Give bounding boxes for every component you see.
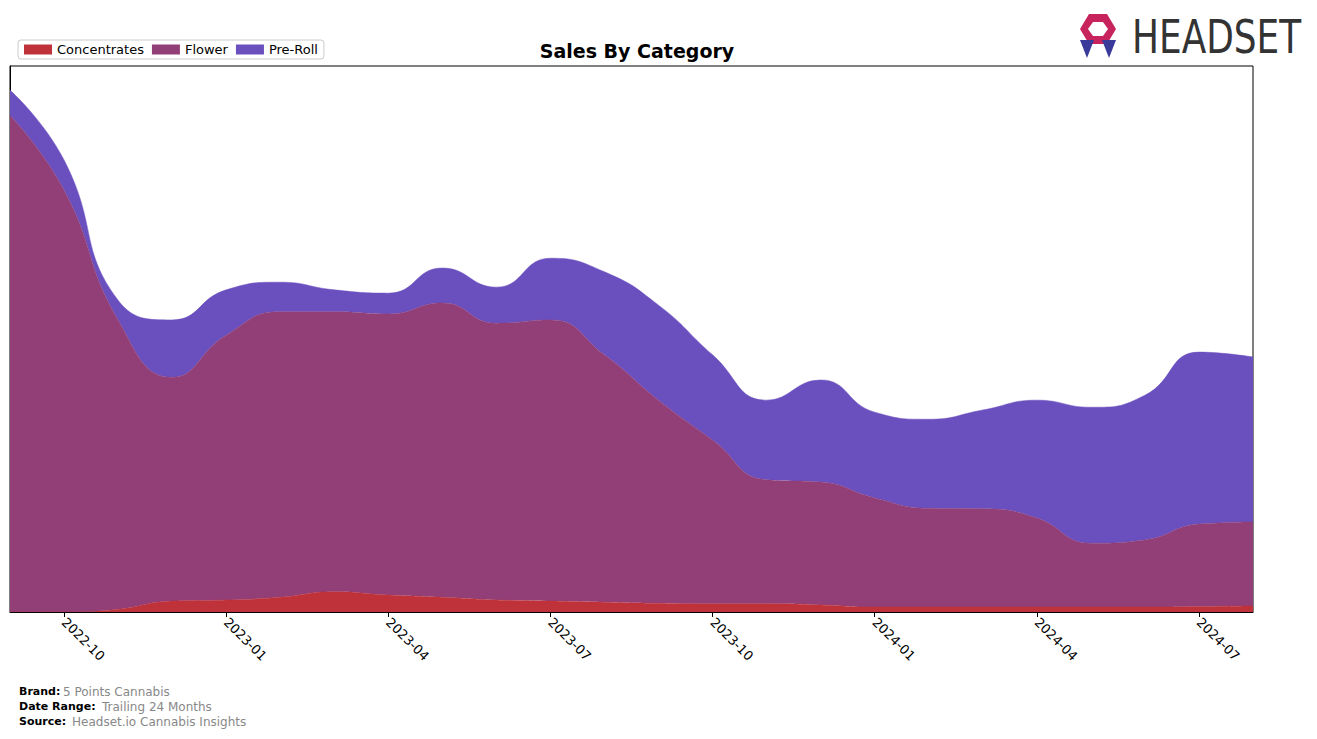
svg-text:2023-04: 2023-04 xyxy=(383,615,432,664)
svg-text:2024-04: 2024-04 xyxy=(1032,615,1081,664)
svg-text:Flower: Flower xyxy=(185,42,229,57)
svg-text:Headset.io Cannabis Insights: Headset.io Cannabis Insights xyxy=(72,715,246,729)
svg-text:2023-10: 2023-10 xyxy=(707,615,756,664)
svg-text:2023-01: 2023-01 xyxy=(221,615,270,664)
svg-text:Date Range:: Date Range: xyxy=(19,700,96,713)
svg-text:Brand:: Brand: xyxy=(19,685,60,698)
svg-text:2022-10: 2022-10 xyxy=(59,615,108,664)
svg-text:2023-07: 2023-07 xyxy=(545,615,594,664)
svg-text:Source:: Source: xyxy=(19,715,66,728)
svg-text:2024-07: 2024-07 xyxy=(1194,615,1243,664)
svg-text:5 Points Cannabis: 5 Points Cannabis xyxy=(63,685,170,699)
svg-text:Pre-Roll: Pre-Roll xyxy=(269,42,318,57)
svg-text:Trailing 24 Months: Trailing 24 Months xyxy=(101,700,212,714)
svg-text:Sales By Category: Sales By Category xyxy=(540,40,735,62)
svg-text:Concentrates: Concentrates xyxy=(57,42,144,57)
svg-text:2024-01: 2024-01 xyxy=(869,615,918,664)
svg-text:HEADSET: HEADSET xyxy=(1132,10,1302,64)
